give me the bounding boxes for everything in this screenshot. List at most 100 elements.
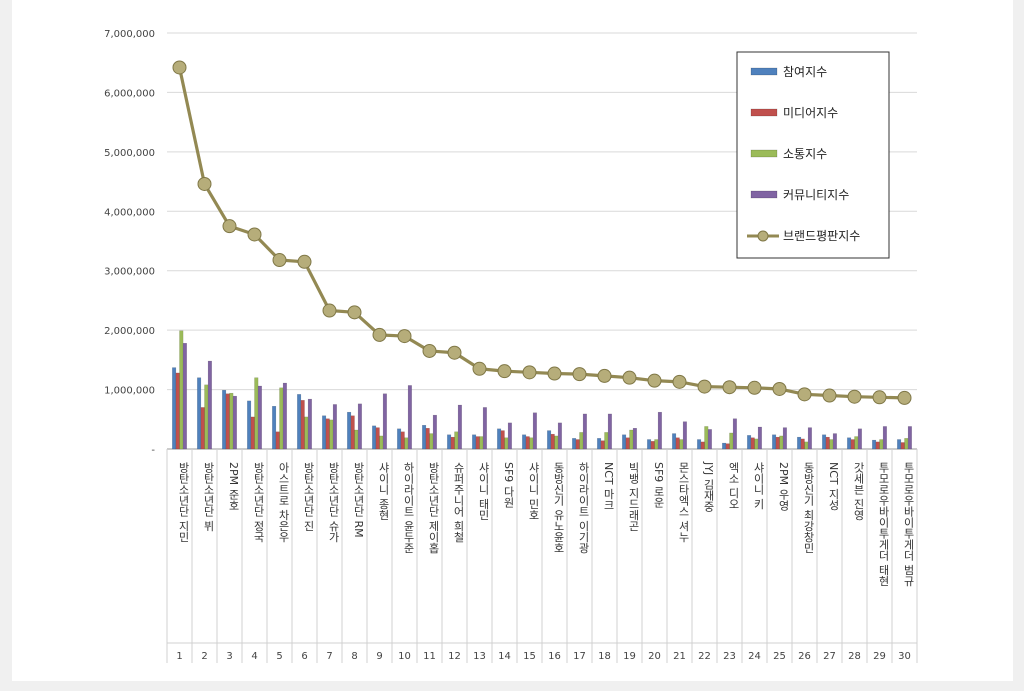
rank-label: 4	[251, 651, 257, 662]
bar-1	[872, 439, 877, 450]
bar-3	[204, 384, 209, 450]
bar-3	[454, 431, 459, 450]
bar-1	[197, 377, 202, 450]
bar-4	[757, 426, 762, 450]
legend-swatch	[750, 190, 778, 199]
bar-4	[282, 382, 287, 450]
rank-label: 7	[326, 651, 332, 662]
rank-label: 5	[276, 651, 282, 662]
bar-3	[179, 330, 184, 450]
chart-svg: - 1,000,000 2,000,000 3,000,000 4,000,000 5,0…	[104, 29, 918, 663]
rank-label: 20	[648, 651, 661, 662]
bar-3	[579, 432, 584, 450]
bar-1	[222, 389, 227, 450]
legend-swatch	[750, 67, 778, 76]
y-tick-label: 4,000,000	[104, 207, 155, 218]
bar-3	[504, 437, 509, 450]
bar-1	[322, 415, 327, 450]
legend-swatch	[750, 149, 778, 158]
bar-1	[847, 437, 852, 450]
bar-2	[575, 439, 580, 450]
brand-index-point	[297, 254, 312, 269]
bar-2	[775, 436, 780, 450]
bar-3	[679, 439, 684, 450]
brand-index-point	[647, 373, 662, 388]
bar-3	[879, 439, 884, 450]
brand-index-point	[472, 361, 487, 376]
bar-2	[375, 427, 380, 450]
brand-index-point	[397, 329, 412, 344]
bar-3	[554, 435, 559, 450]
bar-1	[647, 439, 652, 450]
category-label: 아스트로 차은우	[277, 462, 290, 543]
rank-label: 8	[351, 651, 357, 662]
y-tick-label: 1,000,000	[104, 386, 155, 397]
bar-2	[475, 436, 480, 450]
bar-4	[682, 421, 687, 450]
bar-4	[257, 385, 262, 450]
bar-2	[725, 443, 730, 450]
legend-label: 참여지수	[783, 65, 827, 79]
category-label: 샤이니 키	[752, 462, 765, 510]
legend-label: 커뮤니티지수	[783, 188, 849, 202]
bar-4	[732, 418, 737, 450]
brand-index-point	[172, 60, 187, 75]
bar-1	[422, 425, 427, 450]
bar-1	[572, 438, 577, 450]
bar-2	[675, 437, 680, 450]
bar-3	[629, 429, 634, 450]
category-label: 샤이니 종현	[377, 462, 390, 521]
y-tick-label: 2,000,000	[104, 326, 155, 337]
bar-1	[622, 434, 627, 450]
bar-3	[854, 436, 859, 450]
category-label: 샤이니 태민	[477, 462, 490, 521]
bar-2	[200, 407, 205, 450]
rank-label: 22	[698, 651, 711, 662]
rank-label: 18	[598, 651, 611, 662]
rank-label: 30	[898, 651, 911, 662]
brand-index-point	[622, 370, 637, 385]
bar-2	[500, 430, 505, 450]
bar-4	[857, 428, 862, 450]
bar-2	[700, 441, 705, 450]
bar-1	[897, 439, 902, 450]
bar-4	[482, 407, 487, 450]
bar-4	[907, 426, 912, 450]
category-label: 2PM 우영	[777, 462, 790, 511]
bar-4	[357, 403, 362, 450]
bar-4	[632, 428, 637, 450]
bar-2	[600, 440, 605, 450]
rank-label: 29	[873, 651, 886, 662]
bar-4	[382, 393, 387, 450]
rank-label: 12	[448, 651, 461, 662]
category-label: NCT 마크	[602, 462, 615, 510]
brand-index-point	[497, 364, 512, 379]
bar-3	[604, 432, 609, 450]
brand-index-point	[722, 380, 737, 395]
rank-label: 2	[201, 651, 207, 662]
bar-1	[597, 438, 602, 450]
category-label: 방탄소년단 제이홉	[427, 462, 440, 554]
bar-2	[850, 439, 855, 450]
bar-2	[825, 436, 830, 450]
rank-label: 25	[773, 651, 786, 662]
category-label: 슈퍼주니어 희철	[452, 462, 465, 543]
category-label: 투모로우바이투게더 태현	[877, 462, 890, 587]
bar-1	[372, 425, 377, 450]
bar-3	[279, 387, 284, 450]
y-tick-label: 5,000,000	[104, 148, 155, 159]
category-label: JYJ 김재중	[702, 461, 715, 512]
bar-1	[522, 434, 527, 450]
bar-4	[182, 343, 187, 450]
brand-index-point	[372, 327, 387, 342]
category-label: 빅뱅 지드래곤	[627, 462, 640, 532]
category-label: 몬스타엑스 셔누	[677, 462, 690, 543]
bar-4	[207, 360, 212, 450]
rank-label: 11	[423, 651, 436, 662]
brand-index-point	[247, 227, 262, 242]
bar-3	[379, 435, 384, 450]
category-label: 방탄소년단 지민	[177, 462, 190, 543]
y-tick-label: -	[151, 445, 155, 456]
bar-4	[832, 433, 837, 450]
category-label: 2PM 준호	[227, 462, 240, 511]
